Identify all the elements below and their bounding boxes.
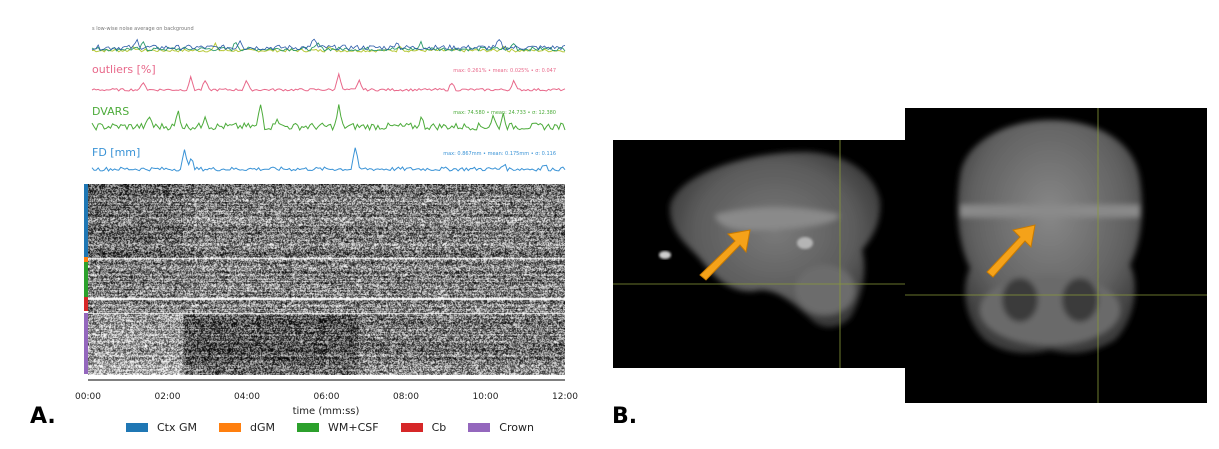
outliers-label: outliers [%] — [92, 63, 156, 76]
coronal-view — [905, 108, 1207, 403]
noise-label: s low-wise noise average on background — [92, 26, 194, 32]
legend-swatch — [126, 422, 148, 432]
legend-label: WM+CSF — [328, 420, 379, 434]
x-tick-label: 04:00 — [234, 392, 260, 402]
fd-track: FD [mm] max: 0.867mm • mean: 0.175mm • σ… — [91, 146, 566, 173]
legend-swatch — [400, 422, 423, 432]
dvars-trace — [91, 104, 566, 132]
x-tick-label: 06:00 — [314, 392, 340, 402]
noise-line-yellow — [91, 41, 566, 53]
legend-label: dGM — [250, 420, 276, 434]
legend-item: Crown — [468, 421, 534, 434]
panel-letter-a: A. — [30, 404, 56, 429]
x-tick-label: 10:00 — [473, 392, 499, 402]
mri-views — [613, 108, 1207, 403]
segment-legend: Ctx GM dGM WM+CSF Cb Crown — [126, 418, 556, 436]
x-tick-label: 12:00 — [552, 392, 578, 402]
legend-item: Cb — [400, 420, 447, 434]
panel-letter-b: B. — [612, 404, 638, 429]
x-axis-ticks: 00:00 02:00 04:00 06:00 08:00 10:00 12:00 — [75, 392, 578, 402]
legend-item: Ctx GM — [126, 421, 197, 434]
x-axis-label: time (mm:ss) — [293, 406, 360, 417]
fd-label: FD [mm] — [92, 146, 140, 159]
x-tick-label: 00:00 — [75, 392, 101, 402]
legend-label: Cb — [431, 420, 447, 434]
legend-swatch — [297, 422, 320, 432]
legend-swatch — [468, 422, 491, 432]
segment-bar-crown — [84, 313, 88, 374]
dvars-track: DVARS max: 74.580 • mean: 24.733 • σ: 12… — [91, 104, 566, 132]
legend-label: Crown — [499, 420, 534, 434]
noise-line-blue — [91, 38, 566, 51]
fd-trace — [91, 147, 566, 173]
dvars-label: DVARS — [92, 105, 129, 118]
outliers-trace — [91, 72, 566, 92]
legend-item: dGM — [219, 421, 275, 434]
segment-bar-wm-csf — [84, 262, 88, 297]
segment-bar-dgm — [84, 257, 88, 262]
outliers-track: outliers [%] max: 0.261% • mean: 0.025% … — [91, 63, 566, 92]
legend-label: Ctx GM — [157, 420, 198, 434]
panel-b: B. — [600, 0, 1219, 445]
fd-stats: max: 0.867mm • mean: 0.175mm • σ: 0.116 — [443, 151, 556, 157]
carpet-plot-figure: s low-wise noise average on background o… — [75, 26, 578, 417]
outliers-stats: max: 0.261% • mean: 0.025% • σ: 0.047 — [453, 68, 556, 74]
sagittal-view — [613, 140, 908, 368]
panel-a: s low-wise noise average on background o… — [0, 0, 600, 445]
noise-trace — [91, 38, 566, 53]
segment-color-bar — [84, 184, 88, 374]
sagittal-arrow-icon — [699, 229, 751, 281]
coronal-arrow-icon — [986, 224, 1036, 278]
legend-item: WM+CSF — [297, 421, 379, 434]
x-tick-label: 08:00 — [393, 392, 419, 402]
carpet-image — [88, 184, 565, 375]
segment-bar-ctx-gm — [84, 184, 88, 257]
segment-bar-cb — [84, 297, 88, 311]
dvars-stats: max: 74.580 • mean: 24.733 • σ: 12.380 — [453, 110, 556, 116]
x-tick-label: 02:00 — [155, 392, 181, 402]
legend-swatch — [219, 422, 242, 432]
